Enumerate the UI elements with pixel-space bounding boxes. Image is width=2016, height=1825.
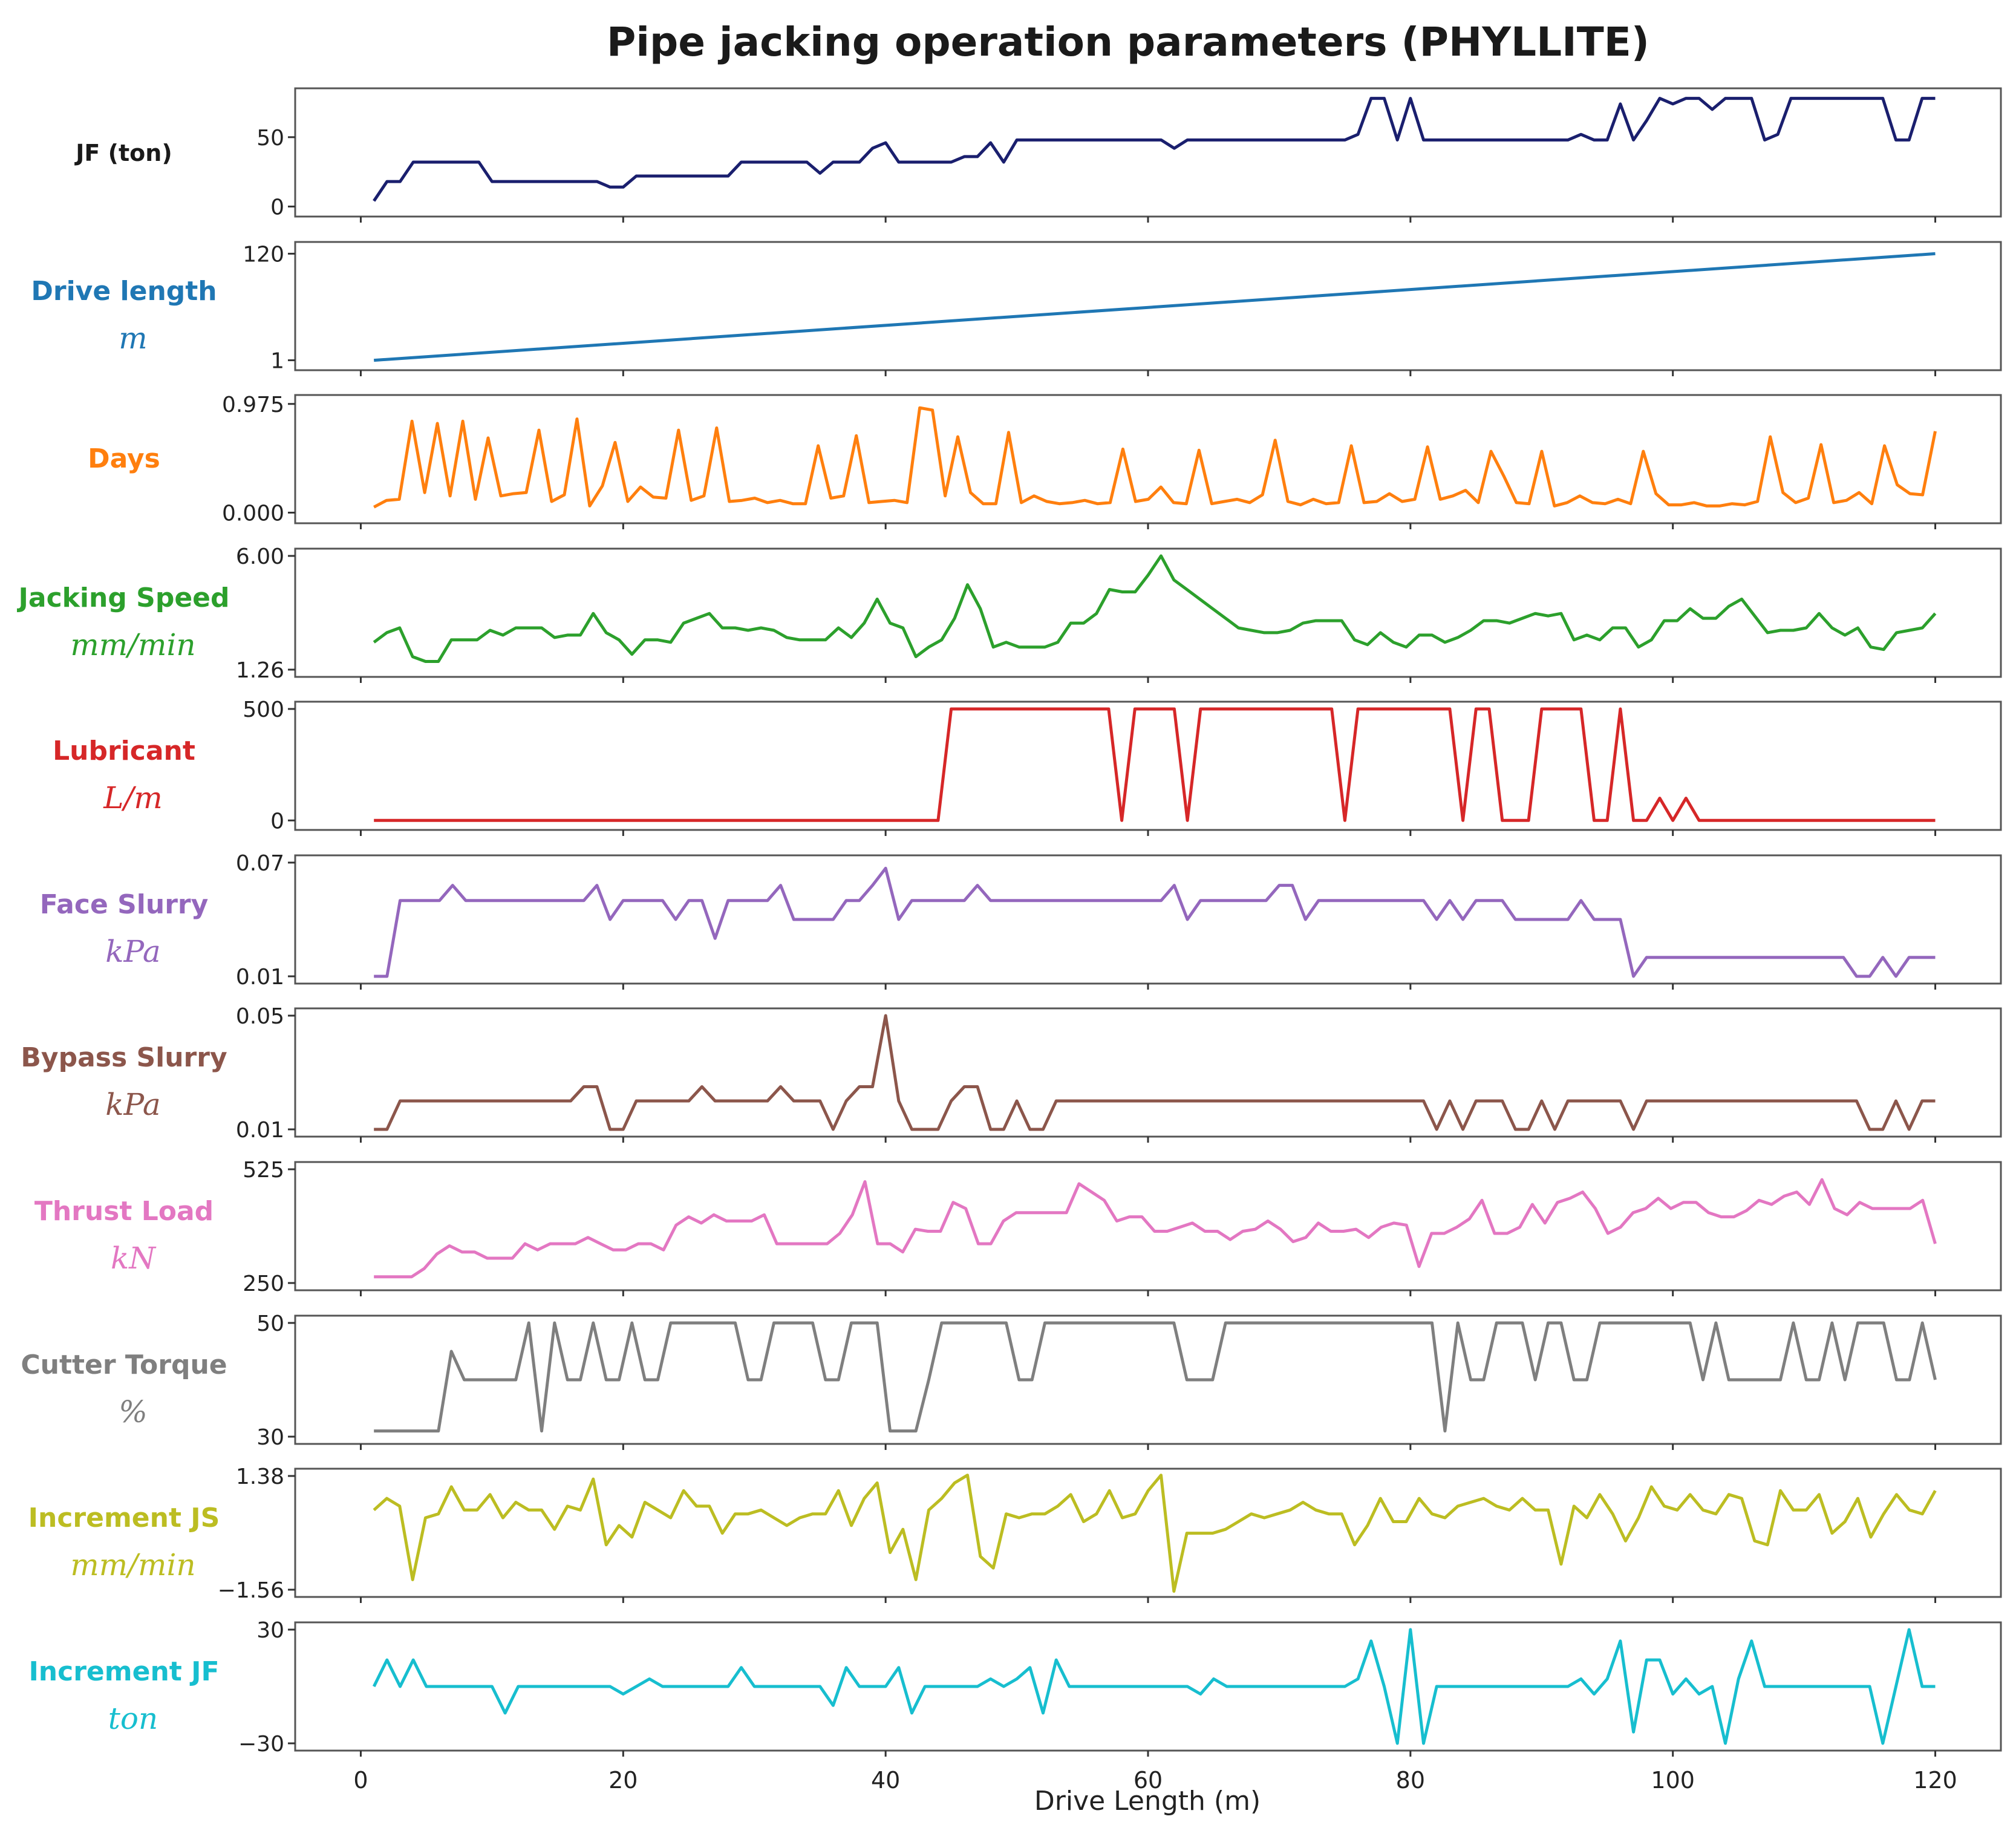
panel-10: −30 30 Increment JF ton — [28, 1618, 2002, 1757]
y-tick-label: 0.01 — [236, 965, 284, 990]
series-line — [374, 866, 1936, 978]
panel-frame — [294, 854, 2002, 985]
panel-5: 0.01 0.07 Face Slurry kPa — [40, 851, 2002, 990]
series-line — [373, 554, 1937, 663]
panel-name-label: Bypass Slurry — [21, 1042, 227, 1073]
y-tick-label: 0.000 — [222, 501, 284, 526]
y-tick-label: 50 — [256, 126, 284, 151]
y-tick-label: 525 — [243, 1158, 284, 1183]
panel-unit-label: mm/min — [70, 627, 195, 662]
series-line — [373, 406, 1937, 509]
panel-4: 0 500 Lubricant L/m — [53, 697, 2002, 836]
panel-name-label: Days — [88, 443, 160, 474]
panel-name-label: Increment JF — [28, 1656, 219, 1687]
y-tick-label: 30 — [256, 1618, 284, 1643]
x-tick-label: 120 — [1913, 1767, 1957, 1794]
y-tick-label: 120 — [243, 242, 284, 267]
panel-name-label: Jacking Speed — [17, 583, 230, 613]
panel-0: 0 50 JF (ton) — [74, 87, 2002, 223]
y-tick-label: 0 — [270, 195, 284, 220]
panel-unit-label: L/m — [103, 780, 162, 815]
y-tick-label: −30 — [238, 1732, 284, 1757]
panel-frame — [294, 87, 2002, 218]
y-tick-label: 500 — [243, 697, 284, 722]
panel-8: 30 50 Cutter Torque% — [21, 1311, 2002, 1450]
chart-title: Pipe jacking operation parameters (PHYLL… — [607, 19, 1649, 65]
panel-unit-label: kN — [111, 1241, 157, 1276]
y-tick-label: 0.975 — [222, 393, 284, 417]
y-tick-label: −1.56 — [218, 1578, 284, 1603]
panel-frame — [294, 1468, 2002, 1598]
panel-name-label: Cutter Torque — [21, 1350, 227, 1380]
panels-group: 0 50 JF (ton) 1 120 Drive length m 0.000 0.975 Da… — [17, 87, 2002, 1757]
x-tick-label: 40 — [871, 1767, 900, 1794]
y-tick-label: 0.05 — [236, 1004, 284, 1029]
panel-frame — [294, 700, 2002, 831]
x-axis-label: Drive Length (m) — [1034, 1786, 1261, 1817]
panel-unit-label: kPa — [105, 934, 161, 969]
series-line — [374, 1321, 1937, 1433]
panel-frame — [294, 1007, 2002, 1138]
y-tick-label: 0 — [270, 809, 284, 834]
y-tick-label: 250 — [243, 1272, 284, 1296]
y-tick-label: 6.00 — [236, 544, 284, 569]
series-line — [373, 1474, 1937, 1593]
panel-name-label: Face Slurry — [40, 889, 209, 920]
y-tick-label: 0.01 — [236, 1118, 284, 1143]
panel-name-label: JF (ton) — [74, 140, 172, 166]
panel-9: −1.56 1.38 Increment JS mm/min — [28, 1464, 2002, 1603]
panel-frame — [294, 547, 2002, 678]
y-tick-label: 50 — [256, 1311, 284, 1336]
series-line — [374, 1178, 1937, 1279]
series-line — [372, 1628, 1936, 1745]
x-tick-label: 100 — [1651, 1767, 1695, 1794]
panel-unit-label: ton — [108, 1701, 158, 1736]
x-axis: 0 20 40 60 80 100 120 — [353, 1767, 1957, 1794]
panel-frame — [294, 1161, 2002, 1291]
y-tick-label: 1.38 — [236, 1464, 284, 1489]
panel-1: 1 120 Drive length m — [31, 241, 2002, 376]
panel-name-label: Lubricant — [53, 736, 195, 766]
panel-name-label: Increment JS — [28, 1503, 220, 1533]
panel-unit-label: m — [119, 321, 147, 356]
y-tick-label: 1 — [270, 349, 284, 374]
x-tick-label: 20 — [608, 1767, 638, 1794]
panel-unit-label: kPa — [105, 1087, 161, 1122]
panel-unit-label: mm/min — [70, 1547, 195, 1582]
series-line — [373, 97, 1936, 202]
panel-7: 250 525 Thrust Load kN — [34, 1158, 2002, 1296]
y-tick-label: 30 — [256, 1425, 284, 1450]
x-tick-label: 60 — [1134, 1767, 1163, 1794]
panel-name-label: Drive length — [31, 276, 217, 307]
y-tick-label: 1.26 — [236, 658, 284, 683]
y-tick-label: 0.07 — [236, 851, 284, 876]
x-tick-label: 80 — [1396, 1767, 1425, 1794]
panel-6: 0.01 0.05 Bypass Slurry kPa — [21, 1004, 2002, 1143]
panel-2: 0.000 0.975 Days — [88, 393, 2002, 529]
series-line — [374, 252, 1936, 362]
x-tick-label: 0 — [353, 1767, 368, 1794]
panel-name-label: Thrust Load — [34, 1196, 214, 1227]
series-line — [374, 1014, 1936, 1131]
series-line — [374, 707, 1936, 822]
panel-unit-label: % — [119, 1394, 148, 1429]
